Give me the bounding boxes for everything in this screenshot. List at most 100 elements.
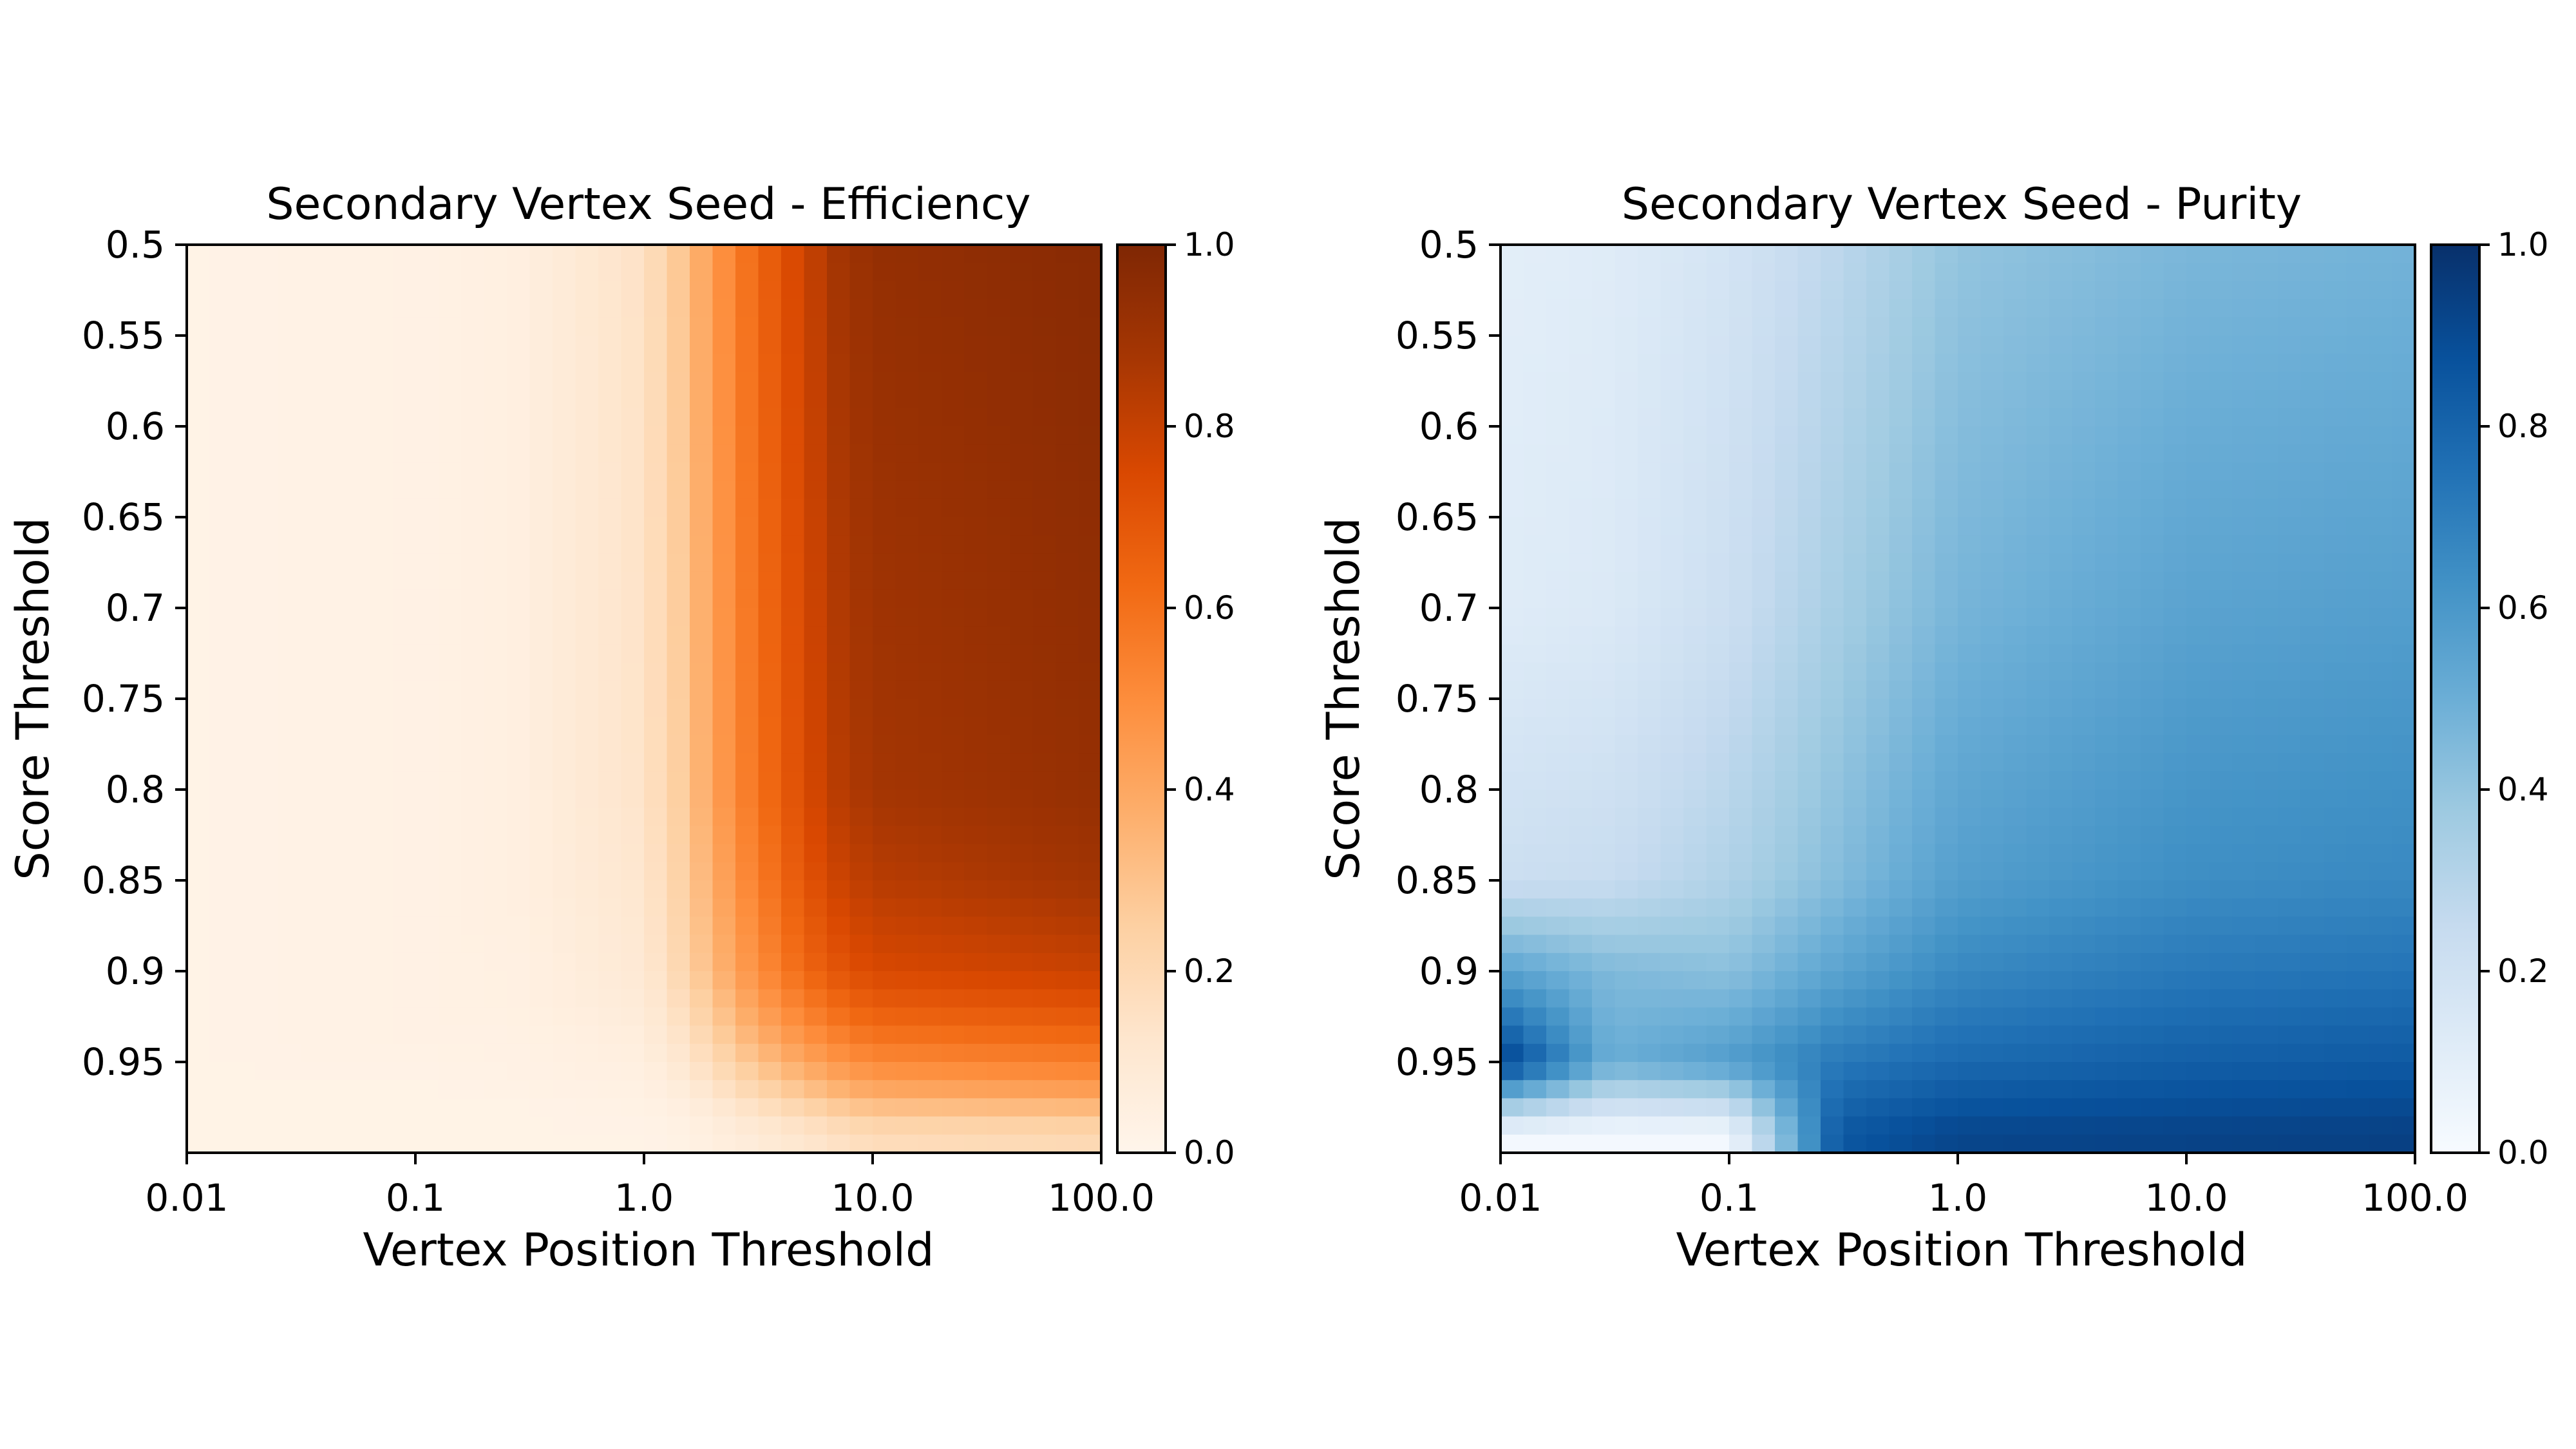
efficiency-heatmap-cell bbox=[324, 390, 348, 409]
purity-heatmap-cell bbox=[1592, 971, 1616, 990]
purity-heatmap-cell bbox=[2300, 263, 2324, 281]
purity-heatmap-cell bbox=[2049, 281, 2073, 300]
purity-heatmap-cell bbox=[1592, 444, 1616, 463]
purity-heatmap-cell bbox=[1797, 281, 1821, 300]
efficiency-heatmap-cell bbox=[301, 862, 325, 881]
efficiency-heatmap-cell bbox=[415, 336, 439, 354]
purity-heatmap-cell bbox=[1546, 589, 1570, 609]
purity-heatmap-cell bbox=[2095, 1080, 2119, 1099]
efficiency-heatmap-cell bbox=[690, 1043, 714, 1063]
purity-heatmap-cell bbox=[1501, 299, 1524, 318]
purity-heatmap-cell bbox=[2346, 354, 2370, 372]
purity-heatmap-cell bbox=[1615, 626, 1638, 645]
purity-heatmap-cell bbox=[1546, 535, 1570, 554]
purity-heatmap-cell bbox=[2141, 372, 2164, 391]
efficiency-heatmap-cell bbox=[461, 971, 485, 990]
purity-heatmap-cell bbox=[2003, 517, 2027, 536]
purity-heatmap-cell bbox=[2324, 898, 2347, 917]
efficiency-heatmap-cell bbox=[895, 1025, 919, 1045]
purity-heatmap-cell bbox=[1683, 971, 1707, 990]
purity-heatmap-cell bbox=[2369, 753, 2393, 772]
efficiency-heatmap-cell bbox=[735, 263, 759, 281]
efficiency-heatmap-cell bbox=[461, 916, 485, 936]
purity-heatmap-cell bbox=[2324, 771, 2347, 790]
efficiency-heatmap-cell bbox=[529, 517, 553, 536]
efficiency-heatmap-cell bbox=[529, 826, 553, 845]
efficiency-heatmap-cell bbox=[598, 498, 622, 518]
purity-heatmap-cell bbox=[2163, 245, 2187, 263]
purity-heatmap-cell bbox=[2163, 517, 2187, 536]
purity-heatmap-cell bbox=[1569, 1116, 1593, 1135]
purity-heatmap-cell bbox=[1821, 372, 1844, 391]
efficiency-heatmap-cell bbox=[781, 1062, 805, 1081]
purity-heatmap-cell bbox=[1546, 517, 1570, 536]
efficiency-heatmap-cell bbox=[346, 826, 370, 845]
purity-heatmap-cell bbox=[1958, 372, 1982, 391]
efficiency-heatmap-cell bbox=[873, 1025, 896, 1045]
efficiency-heatmap-cell bbox=[758, 844, 782, 863]
efficiency-heatmap-cell bbox=[278, 1062, 302, 1081]
efficiency-heatmap-cell bbox=[575, 281, 599, 300]
efficiency-heatmap-cell bbox=[484, 989, 507, 1008]
purity-heatmap-cell bbox=[1775, 862, 1799, 881]
purity-heatmap-cell bbox=[1980, 517, 2004, 536]
purity-heatmap-cell bbox=[1660, 1025, 1684, 1045]
purity-heatmap-cell bbox=[2209, 1080, 2233, 1099]
efficiency-heatmap-cell bbox=[415, 354, 439, 372]
purity-x-tick-label: 0.1 bbox=[1700, 1176, 1759, 1220]
efficiency-heatmap-cell bbox=[438, 880, 462, 899]
efficiency-heatmap-cell bbox=[598, 1007, 622, 1027]
efficiency-heatmap-cell bbox=[187, 480, 211, 500]
purity-heatmap-cell bbox=[2209, 826, 2233, 845]
purity-heatmap-cell bbox=[1706, 517, 1730, 536]
efficiency-heatmap-cell bbox=[598, 844, 622, 863]
purity-heatmap-cell bbox=[2072, 517, 2096, 536]
purity-heatmap-cell bbox=[1912, 934, 1936, 954]
purity-heatmap-cell bbox=[2117, 354, 2141, 372]
purity-heatmap-cell bbox=[1912, 862, 1936, 881]
efficiency-heatmap-cell bbox=[415, 517, 439, 536]
purity-heatmap-cell bbox=[1546, 299, 1570, 318]
purity-heatmap-cell bbox=[1866, 862, 1890, 881]
efficiency-heatmap-cell bbox=[873, 317, 896, 336]
efficiency-heatmap-cell bbox=[346, 898, 370, 917]
purity-heatmap-cell bbox=[2346, 1116, 2370, 1135]
purity-heatmap-cell bbox=[1546, 735, 1570, 754]
efficiency-heatmap-cell bbox=[438, 862, 462, 881]
purity-heatmap-cell bbox=[2346, 498, 2370, 518]
purity-heatmap-cell bbox=[1912, 771, 1936, 790]
efficiency-heatmap-cell bbox=[324, 662, 348, 681]
purity-heatmap-cell bbox=[2163, 862, 2187, 881]
purity-heatmap-cell bbox=[1706, 680, 1730, 699]
purity-heatmap-cell bbox=[2232, 1062, 2256, 1081]
purity-heatmap-cell bbox=[1912, 317, 1936, 336]
purity-heatmap-cell bbox=[1615, 535, 1638, 554]
purity-heatmap-cell bbox=[1775, 336, 1799, 354]
efficiency-heatmap-cell bbox=[507, 1007, 531, 1027]
purity-heatmap-cell bbox=[1683, 354, 1707, 372]
efficiency-heatmap-cell bbox=[690, 808, 714, 826]
efficiency-heatmap-cell bbox=[553, 735, 576, 754]
efficiency-heatmap-cell bbox=[529, 753, 553, 772]
purity-heatmap-cell bbox=[1912, 299, 1936, 318]
purity-heatmap-cell bbox=[2278, 1025, 2302, 1045]
purity-heatmap-cell bbox=[1683, 1043, 1707, 1063]
purity-heatmap-cell bbox=[2186, 498, 2210, 518]
efficiency-heatmap-cell bbox=[918, 753, 942, 772]
efficiency-heatmap-cell bbox=[553, 699, 576, 717]
efficiency-heatmap-cell bbox=[232, 662, 256, 681]
efficiency-heatmap-cell bbox=[598, 589, 622, 609]
efficiency-heatmap-cell bbox=[621, 1043, 645, 1063]
purity-heatmap-cell bbox=[2209, 1007, 2233, 1027]
purity-heatmap-cell bbox=[1638, 1062, 1662, 1081]
purity-heatmap-cell bbox=[1683, 626, 1707, 645]
efficiency-heatmap-cell bbox=[209, 1007, 233, 1027]
purity-heatmap-cell bbox=[2209, 699, 2233, 717]
efficiency-heatmap-cell bbox=[941, 662, 965, 681]
efficiency-heatmap-cell bbox=[278, 245, 302, 263]
efficiency-heatmap-cell bbox=[232, 336, 256, 354]
efficiency-heatmap-cell bbox=[255, 444, 279, 463]
efficiency-heatmap-cell bbox=[507, 317, 531, 336]
purity-heatmap-cell bbox=[2324, 517, 2347, 536]
purity-heatmap-cell bbox=[1638, 1134, 1662, 1153]
